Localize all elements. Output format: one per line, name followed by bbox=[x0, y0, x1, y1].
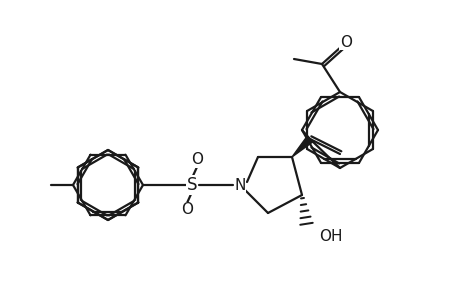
Text: N: N bbox=[234, 178, 245, 193]
Polygon shape bbox=[291, 136, 312, 157]
Text: OH: OH bbox=[318, 230, 342, 244]
Text: S: S bbox=[186, 176, 197, 194]
Text: O: O bbox=[339, 34, 351, 50]
Text: O: O bbox=[190, 152, 202, 167]
Text: O: O bbox=[180, 202, 193, 217]
